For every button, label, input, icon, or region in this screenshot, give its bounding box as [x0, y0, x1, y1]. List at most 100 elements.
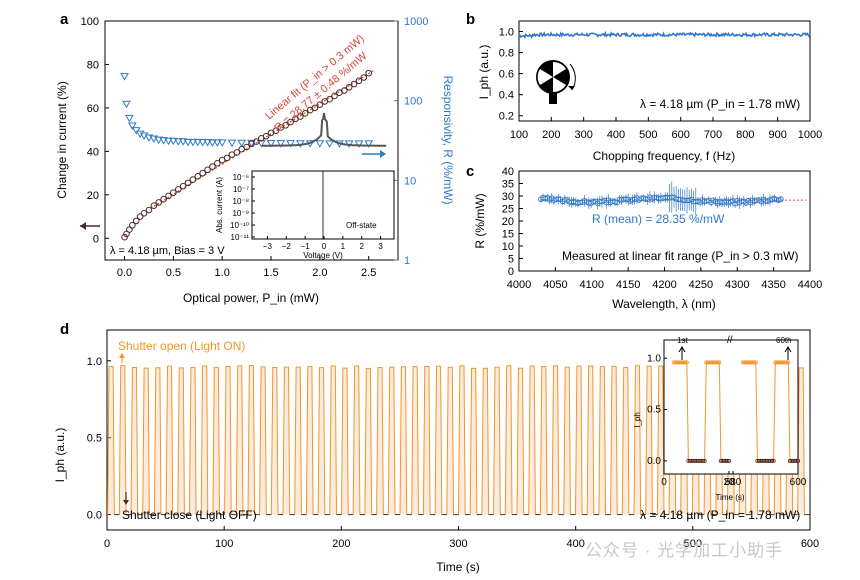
annotation-b: λ = 4.18 µm (P_in = 1.78 mW) — [640, 97, 800, 111]
panel-letter-b: b — [466, 11, 475, 28]
inset-point — [683, 360, 688, 365]
inset-d-y-ticks: 0.0 0.5 1.0 — [647, 353, 667, 467]
x-tick-label: 4350 — [761, 279, 785, 291]
inset-point — [717, 360, 722, 365]
x-ticks-a: 0.0 0.5 1.0 1.5 2.0 2.5 — [117, 256, 376, 279]
x-tick-label: 2.5 — [361, 267, 376, 279]
change-current-point — [365, 69, 373, 77]
inset-x-tick-label: −1 — [301, 242, 311, 251]
responsivity-point — [173, 138, 183, 146]
x-tick-label: 4250 — [689, 279, 713, 291]
x-tick-label: 900 — [768, 129, 786, 141]
x-tick-label: 1000 — [798, 129, 822, 141]
y-tick-label: 0 — [508, 266, 514, 278]
x-tick-label: 400 — [566, 538, 584, 550]
responsivity-point — [276, 140, 286, 148]
inset-point — [770, 458, 775, 463]
responsivity-point — [364, 140, 374, 148]
shutter-close-arrow-icon — [123, 500, 129, 505]
inset-point — [771, 458, 776, 463]
responsivity-spectrum-series — [538, 181, 784, 216]
change-current-point — [204, 166, 211, 174]
inset-switching-points — [671, 360, 801, 463]
inset-y-tick-label: 10⁻⁶ — [233, 173, 249, 182]
change-current-point — [136, 213, 144, 220]
change-current-point — [326, 95, 333, 103]
responsivity-point — [212, 139, 222, 147]
x-tick-label: 4000 — [507, 279, 531, 291]
y-right-tick-label: 100 — [404, 96, 422, 108]
panel-letter-c: c — [466, 163, 474, 180]
y-tick-label: 0.0 — [87, 510, 102, 522]
inset-point — [727, 458, 732, 463]
x-tick-label: 800 — [736, 129, 754, 141]
inset-first-arrow-icon — [678, 346, 686, 360]
inset-last-arrow-icon — [784, 346, 792, 360]
change-current-point — [155, 199, 163, 206]
responsivity-point — [256, 139, 266, 148]
inset-y-tick-label: 0.5 — [647, 405, 661, 416]
change-current-point — [140, 209, 148, 217]
change-current-point — [287, 118, 294, 126]
x-ticks-d: 0 100 200 300 400 500 600 — [104, 526, 819, 550]
panel-letter-a: a — [60, 11, 69, 28]
y-tick-label: 15 — [502, 229, 514, 241]
y-tick-label: 40 — [502, 166, 514, 178]
inset-x-tick-label: −3 — [263, 242, 273, 251]
x-tick-label: 4050 — [543, 279, 567, 291]
y-tick-label: 30 — [502, 191, 514, 203]
change-current-point — [297, 113, 304, 120]
change-current-point — [121, 233, 128, 241]
responsivity-point — [154, 136, 164, 145]
plot-frame-b — [518, 20, 811, 122]
x-tick-label: 1.5 — [263, 267, 278, 279]
condition-text-a: λ = 4.18 µm, Bias = 3 V — [110, 245, 225, 257]
y-tick-label: 25 — [502, 204, 514, 216]
inset-x-tick-label: 600 — [790, 477, 807, 488]
x-tick-label: 4150 — [616, 279, 640, 291]
x-tick-label: 0.5 — [166, 267, 181, 279]
caption-c: Measured at linear fit range (P_in > 0.3… — [562, 249, 798, 263]
y-left-tick-label: 60 — [87, 103, 99, 115]
inset-x-tick-label: 20 — [723, 477, 735, 488]
change-current-series — [121, 69, 373, 241]
change-current-point — [262, 132, 270, 140]
inset-point — [796, 458, 801, 463]
responsivity-point — [325, 140, 335, 148]
shutter-close-label: Shutter close (Light OFF) — [122, 508, 257, 522]
responsivity-point — [237, 139, 247, 148]
fit-label-1: Linear fit (P_in > 0.3 mW) — [263, 33, 366, 123]
x-tick-label: 300 — [574, 129, 592, 141]
inset-x-tick-label: 580 — [725, 477, 742, 488]
x-label-d: Time (s) — [436, 560, 480, 574]
change-current-point — [214, 160, 221, 167]
responsivity-point — [217, 139, 227, 147]
responsivity-point — [168, 137, 178, 146]
chart-b: 100 200 300 400 500 600 700 800 900 1000 0.20.40.… — [477, 20, 822, 163]
y-left-tick-label: 20 — [87, 190, 99, 202]
y-right-tick-label: 1 — [404, 255, 410, 267]
responsivity-point — [315, 140, 325, 148]
y-left-tick-label: 0 — [93, 233, 99, 245]
change-current-point — [350, 80, 358, 88]
x-tick-label: 400 — [607, 129, 625, 141]
change-current-point — [345, 83, 353, 91]
inset-iv-curve: −3 −2 −1 0 1 2 3 10⁻⁶ 10⁻⁷ 10⁻⁸ 10⁻⁹ 10⁻¹⁰ 10⁻¹¹ Of… — [215, 112, 395, 260]
change-current-point — [223, 154, 231, 162]
spectrum-point — [778, 196, 784, 202]
shutter-open-label: Shutter open (Light ON) — [118, 339, 245, 353]
y-tick-label: 0.5 — [87, 433, 102, 445]
change-current-point — [209, 163, 216, 170]
change-current-point — [145, 206, 153, 214]
inset-y-tick-label: 0.0 — [647, 456, 661, 467]
x-tick-label: 200 — [332, 538, 350, 550]
responsivity-point — [159, 137, 168, 145]
y-right-tick-label: 1000 — [404, 16, 428, 28]
change-current-point — [282, 121, 289, 129]
x-label-a: Optical power, P_in (mW) — [183, 291, 319, 305]
x-tick-label: 100 — [510, 129, 528, 141]
change-current-point — [194, 173, 202, 180]
y-tick-label: 0.2 — [499, 111, 514, 123]
inset-point — [725, 458, 730, 463]
